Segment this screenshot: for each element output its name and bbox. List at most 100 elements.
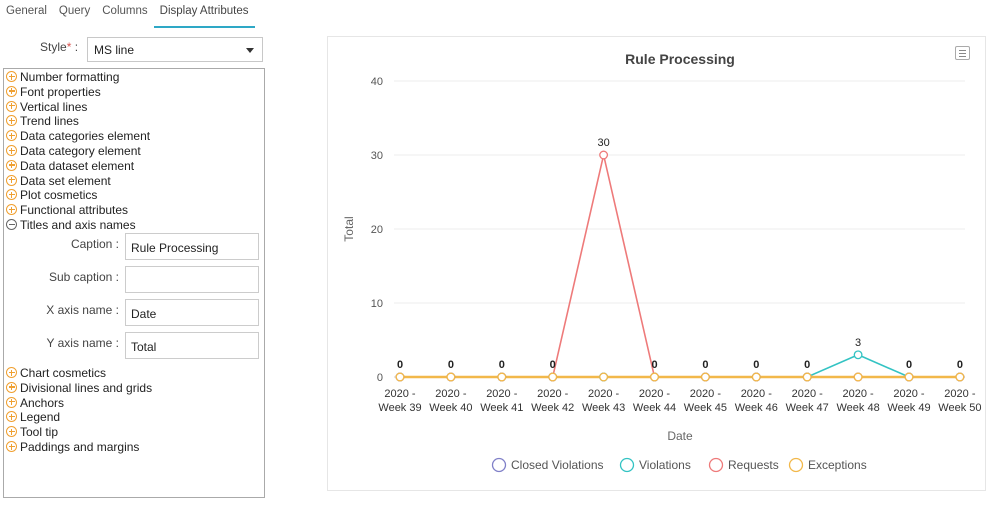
accordion-item-label: Plot cosmetics — [20, 188, 98, 203]
x-tick-label: 2020 - — [944, 388, 976, 400]
accordion-item-label: Divisional lines and grids — [20, 380, 153, 395]
legend-marker — [619, 457, 635, 473]
accordion-item[interactable]: Titles and axis names — [6, 218, 136, 233]
x-tick-label: Week 43 — [582, 402, 625, 414]
legend-label: Violations — [639, 458, 691, 472]
chart-menu-button[interactable] — [955, 46, 970, 60]
expand-icon — [6, 85, 17, 97]
data-label: 0 — [957, 359, 963, 371]
x-tick-label: Week 46 — [735, 402, 778, 414]
legend-label: Requests — [728, 458, 779, 472]
accordion-item[interactable]: Data dataset element — [6, 159, 134, 174]
accordion-item[interactable]: Divisional lines and grids — [6, 381, 152, 396]
accordion-item-label: Data category element — [20, 144, 141, 158]
x-tick-label: Week 48 — [836, 402, 879, 414]
legend-marker — [708, 457, 724, 473]
x-tick-label: 2020 - — [537, 388, 569, 400]
y-axis-name-input[interactable]: Total — [125, 332, 259, 359]
field-label: X axis name : — [46, 303, 119, 317]
expand-icon — [6, 100, 17, 112]
expand-icon — [6, 174, 17, 186]
accordion-item[interactable]: Chart cosmetics — [6, 366, 106, 381]
field-label: Sub caption : — [48, 270, 119, 284]
expand-icon — [6, 115, 17, 127]
accordion-item-label: Paddings and margins — [20, 440, 140, 454]
y-tick-label: 30 — [371, 150, 383, 162]
tab-bar: General Query Columns Display Attributes — [0, 0, 255, 28]
accordion-item-label: Legend — [20, 410, 61, 425]
legend-marker — [788, 457, 804, 473]
x-tick-label: 2020 - — [792, 388, 824, 400]
x-axis-title: Date — [667, 429, 693, 443]
data-point — [446, 372, 456, 382]
accordion-item[interactable]: Plot cosmetics — [6, 188, 97, 203]
accordion-item[interactable]: Number formatting — [6, 70, 119, 85]
accordion-item[interactable]: Vertical lines — [6, 100, 87, 115]
accordion-item[interactable]: Trend lines — [6, 114, 79, 129]
y-tick-label: 20 — [371, 224, 383, 236]
caption-input[interactable]: Rule Processing — [125, 233, 259, 260]
data-point — [955, 372, 965, 382]
data-label: 0 — [448, 359, 454, 371]
x-tick-label: Week 41 — [480, 402, 523, 414]
style-label: Style* : — [40, 40, 78, 54]
data-label: 0 — [499, 359, 505, 371]
expand-icon — [6, 367, 17, 378]
x-tick-label: Week 45 — [684, 402, 727, 414]
chart-title: Rule Processing — [625, 51, 735, 67]
accordion-item-label: Vertical lines — [20, 99, 88, 114]
accordion-item-label: Titles and axis names — [20, 218, 136, 232]
accordion-item[interactable]: Paddings and margins — [6, 440, 139, 455]
accordion-item[interactable]: Functional attributes — [6, 203, 128, 218]
x-tick-label: 2020 - — [486, 388, 518, 400]
expand-icon — [6, 130, 17, 142]
expand-icon — [6, 396, 17, 408]
sub-caption-input[interactable] — [125, 266, 259, 293]
data-point — [853, 372, 863, 382]
style-select[interactable]: MS line — [87, 37, 263, 62]
accordion-item[interactable]: Font properties — [6, 85, 101, 100]
accordion-item[interactable]: Anchors — [6, 396, 64, 411]
data-point — [599, 150, 609, 160]
required-mark: * — [66, 40, 72, 54]
legend-label: Exceptions — [808, 458, 867, 472]
accordion-item-label: Functional attributes — [20, 203, 129, 218]
accordion-item-label: Font properties — [20, 84, 101, 99]
tab-columns[interactable]: Columns — [102, 5, 148, 17]
accordion-item[interactable]: Data category element — [6, 144, 141, 159]
tab-query[interactable]: Query — [58, 5, 91, 17]
data-point — [599, 372, 609, 382]
data-label: 0 — [397, 359, 403, 371]
accordion-item[interactable]: Data set element — [6, 174, 111, 189]
x-tick-label: Week 42 — [531, 402, 574, 414]
x-tick-label: Week 50 — [938, 402, 981, 414]
expand-icon — [6, 159, 17, 171]
expand-icon — [6, 145, 17, 156]
data-label: 3 — [855, 337, 861, 349]
data-point — [497, 372, 507, 382]
x-tick-label: Week 47 — [786, 402, 829, 414]
tab-display-attributes[interactable]: Display Attributes — [153, 0, 255, 28]
x-tick-label: 2020 - — [588, 388, 620, 400]
data-label: 0 — [753, 359, 759, 371]
accordion-item-label: Tool tip — [20, 425, 59, 440]
accordion-item[interactable]: Legend — [6, 410, 60, 425]
accordion-item-label: Data set element — [20, 173, 111, 188]
expand-icon — [6, 189, 17, 201]
accordion-item-label: Data dataset element — [20, 158, 135, 173]
x-tick-label: 2020 - — [435, 388, 467, 400]
accordion-item[interactable]: Data categories element — [6, 129, 150, 144]
field-label: Y axis name : — [46, 336, 119, 350]
tab-general[interactable]: General — [6, 5, 47, 17]
y-tick-label: 0 — [377, 372, 383, 384]
legend-label: Closed Violations — [511, 458, 604, 472]
accordion-item[interactable]: Tool tip — [6, 425, 58, 440]
x-axis-name-input[interactable]: Date — [125, 299, 259, 326]
style-label-text: Style — [40, 40, 67, 54]
x-tick-label: Week 49 — [887, 402, 930, 414]
x-tick-label: Week 40 — [429, 402, 472, 414]
data-label: 0 — [702, 359, 708, 371]
data-label: 0 — [804, 359, 810, 371]
field-label: Caption : — [70, 237, 119, 251]
